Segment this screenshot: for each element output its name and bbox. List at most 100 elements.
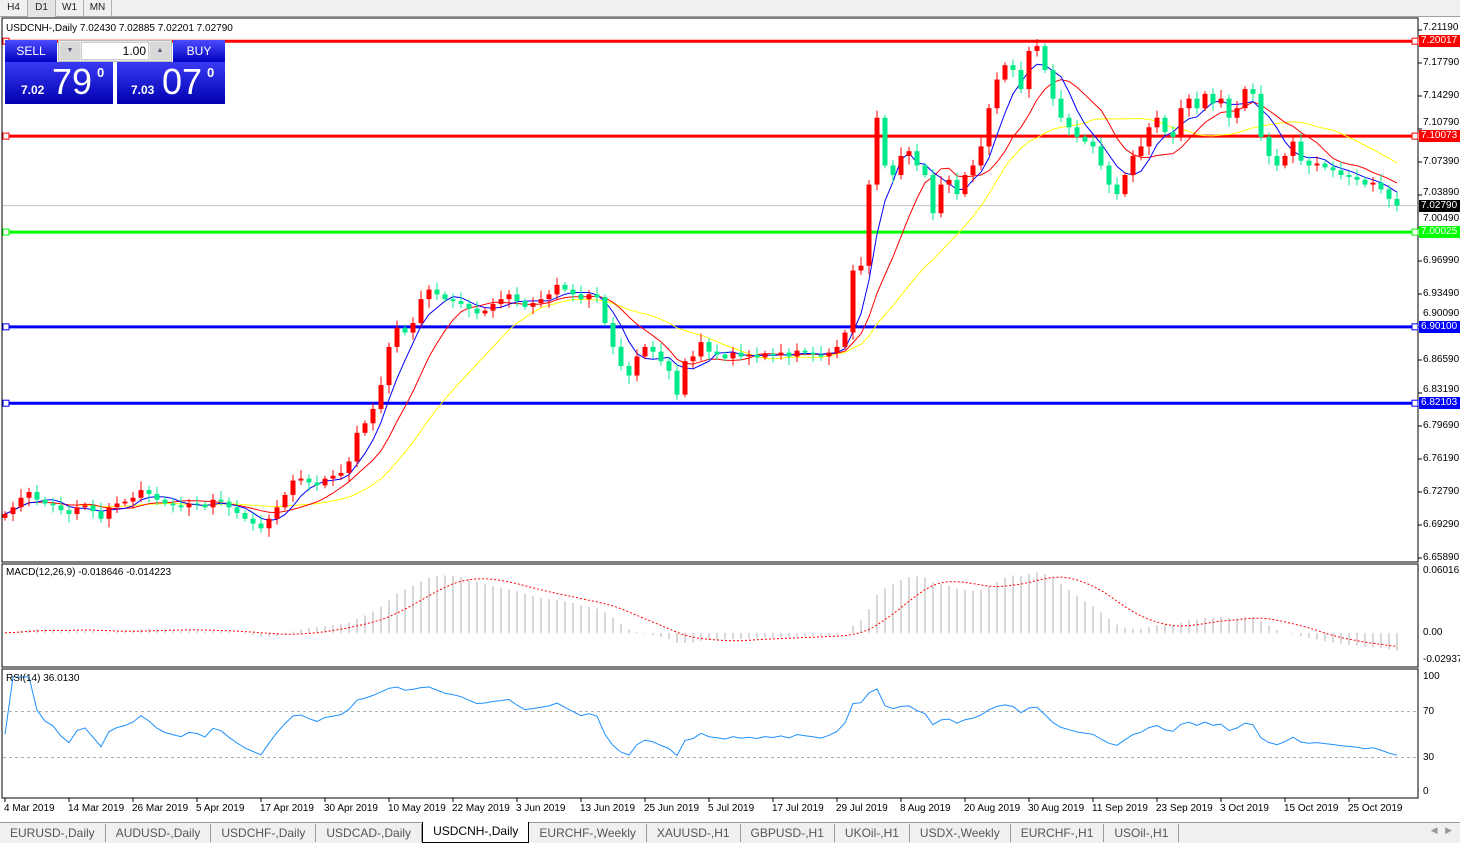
rsi-axis-label: 100 bbox=[1423, 671, 1440, 682]
candle-body bbox=[1170, 132, 1176, 137]
macd-axis-label: 0.060161 bbox=[1423, 565, 1460, 576]
candle-body bbox=[42, 499, 48, 504]
increase-lot-button[interactable]: ▲ bbox=[150, 42, 170, 60]
timeframe-h4[interactable]: H4 bbox=[0, 0, 28, 17]
candle-body bbox=[810, 352, 816, 355]
candle-body bbox=[1346, 175, 1352, 177]
candle-body bbox=[98, 511, 104, 519]
candle-body bbox=[778, 352, 784, 356]
candle-body bbox=[1250, 89, 1256, 94]
candle-body bbox=[282, 494, 288, 508]
chart-tab[interactable]: UKOil-,H1 bbox=[835, 824, 910, 842]
timeframe-mn[interactable]: MN bbox=[84, 0, 112, 17]
price-axis-label: 7.03890 bbox=[1423, 186, 1460, 198]
chart-tab[interactable]: XAUUSD-,H1 bbox=[647, 824, 741, 842]
candle-body bbox=[618, 346, 624, 366]
chart-title: USDCNH-,Daily 7.02430 7.02885 7.02201 7.… bbox=[6, 23, 233, 34]
candle-body bbox=[706, 342, 712, 352]
date-axis-label: 30 Apr 2019 bbox=[324, 803, 378, 814]
lot-input[interactable] bbox=[81, 42, 149, 60]
level-price-label: 6.90100 bbox=[1419, 320, 1460, 333]
level-handle bbox=[1411, 132, 1419, 140]
candle-body bbox=[154, 493, 160, 500]
chart-tab[interactable]: USDCAD-,Daily bbox=[316, 824, 423, 842]
candle-body bbox=[1098, 146, 1104, 166]
candle-body bbox=[610, 323, 616, 347]
chart-tab[interactable]: USDX-,Weekly bbox=[910, 824, 1011, 842]
date-axis-label: 17 Jul 2019 bbox=[772, 803, 824, 814]
candle-body bbox=[1194, 98, 1200, 109]
candle-body bbox=[754, 354, 760, 358]
candle-body bbox=[1202, 93, 1208, 109]
chart-tab[interactable]: USOil-,H1 bbox=[1104, 824, 1180, 842]
candle-body bbox=[762, 353, 768, 358]
candle-body bbox=[906, 151, 912, 156]
price-axis-label: 7.07390 bbox=[1423, 156, 1460, 167]
candle-body bbox=[122, 501, 128, 504]
candle-body bbox=[1314, 163, 1320, 166]
rsi-axis-label: 0 bbox=[1423, 786, 1429, 797]
candle-body bbox=[1330, 167, 1336, 171]
candle-body bbox=[962, 175, 968, 195]
price-axis-label: 6.69290 bbox=[1423, 519, 1460, 530]
date-axis-label: 4 Mar 2019 bbox=[4, 803, 55, 814]
chart-tab[interactable]: AUDUSD-,Daily bbox=[106, 824, 212, 842]
one-click-trade-panel: SELL ▼ ▲ BUY 7.02 79 0 7.03 07 0 bbox=[5, 40, 225, 104]
chart-tab[interactable]: USDCHF-,Daily bbox=[211, 824, 317, 842]
candle-body bbox=[1394, 198, 1400, 206]
date-axis-label: 11 Sep 2019 bbox=[1092, 803, 1148, 814]
candle-body bbox=[594, 294, 600, 298]
candle-body bbox=[1370, 182, 1376, 185]
candle-body bbox=[1066, 117, 1072, 128]
candle-body bbox=[890, 165, 896, 176]
sell-price-button[interactable]: 7.02 79 0 bbox=[5, 62, 113, 104]
main-chart-frame bbox=[1, 17, 1419, 563]
candle-body bbox=[106, 507, 112, 519]
timeframe-w1[interactable]: W1 bbox=[56, 0, 84, 17]
candle-body bbox=[146, 490, 152, 494]
candle-body bbox=[10, 507, 16, 514]
candle-body bbox=[1378, 182, 1384, 190]
date-axis-label: 23 Sep 2019 bbox=[1156, 803, 1213, 814]
candle-body bbox=[250, 518, 256, 524]
price-axis-label: 6.65890 bbox=[1423, 552, 1460, 563]
chart-tab[interactable]: EURUSD-,Daily bbox=[0, 824, 106, 842]
candle-body bbox=[82, 505, 88, 508]
date-axis-label: 5 Apr 2019 bbox=[196, 803, 245, 814]
level-handle bbox=[1411, 37, 1419, 45]
chart-tab[interactable]: EURCHF-,Weekly bbox=[529, 824, 647, 842]
candle-body bbox=[314, 482, 320, 486]
candle-body bbox=[298, 478, 304, 481]
candle-body bbox=[258, 523, 264, 529]
level-price-label: 7.20017 bbox=[1419, 35, 1460, 48]
rsi-pane-frame bbox=[1, 668, 1419, 799]
candle-body bbox=[1362, 179, 1368, 185]
chart-tab[interactable]: GBPUSD-,H1 bbox=[741, 824, 835, 842]
tab-scroll-arrows[interactable]: ◀ ▶ bbox=[1430, 825, 1452, 835]
candle-body bbox=[1034, 46, 1040, 51]
level-price-label: 7.10073 bbox=[1419, 130, 1460, 143]
sell-button[interactable]: SELL bbox=[5, 40, 57, 62]
timeframe-d1[interactable]: D1 bbox=[28, 0, 56, 17]
candle-body bbox=[562, 284, 568, 290]
timeframe-toolbar: H4 D1 W1 MN bbox=[0, 0, 1460, 17]
candle-body bbox=[818, 354, 824, 357]
candle-body bbox=[770, 353, 776, 356]
candle-body bbox=[66, 510, 72, 514]
buy-price-small: 7.03 bbox=[131, 83, 155, 97]
candle-body bbox=[242, 513, 248, 519]
buy-price-button[interactable]: 7.03 07 0 bbox=[117, 62, 225, 104]
candle-body bbox=[658, 351, 664, 362]
price-axis-label: 6.72790 bbox=[1423, 486, 1460, 497]
candle-body bbox=[682, 361, 688, 395]
decrease-lot-button[interactable]: ▼ bbox=[60, 42, 80, 60]
macd-axis-label: -0.029378 bbox=[1423, 654, 1460, 665]
chart-tab[interactable]: EURCHF-,H1 bbox=[1011, 824, 1105, 842]
candle-body bbox=[218, 499, 224, 502]
buy-button[interactable]: BUY bbox=[173, 40, 225, 62]
chart-tab[interactable]: USDCNH-,Daily bbox=[422, 822, 530, 843]
candle-body bbox=[514, 294, 520, 302]
candle-body bbox=[1050, 70, 1056, 99]
candle-body bbox=[1026, 50, 1032, 90]
